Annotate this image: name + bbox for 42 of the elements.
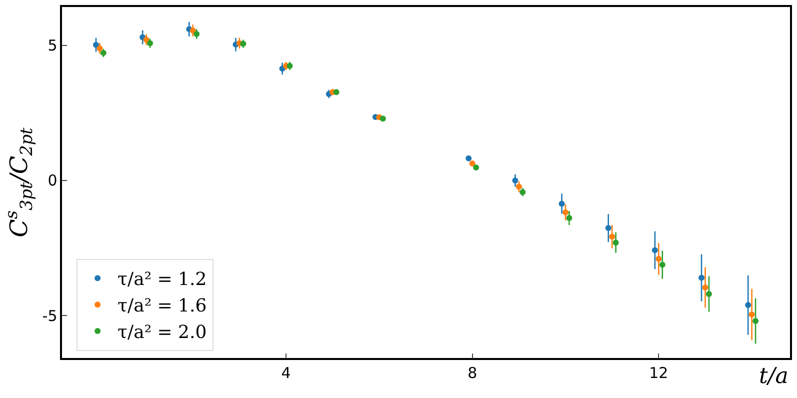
point [605,225,612,232]
y-tick-label: -5 [42,306,58,325]
point [748,312,755,318]
point [473,164,480,170]
point [96,45,103,52]
legend-label: τ/a² = 1.2 [118,269,207,290]
point [706,290,712,297]
point [659,262,666,268]
point [286,62,293,69]
point [558,200,565,207]
point [100,50,106,56]
point [745,302,752,308]
point [702,284,708,290]
point [93,42,99,48]
point [143,36,150,43]
x-axis-title: t/a [759,364,788,389]
legend-label: τ/a² = 2.0 [118,322,207,343]
y-tick-label: 0 [48,172,58,190]
point [566,215,572,222]
point [240,40,246,47]
y-tick-label: 5 [48,36,58,55]
point [562,209,568,216]
point [194,31,200,38]
point [469,160,476,166]
point [516,184,522,190]
legend-label: τ/a² = 1.6 [118,296,207,317]
point [190,28,196,34]
point [609,234,616,240]
point [147,40,154,46]
x-tick-label: 4 [281,364,291,382]
point [466,155,472,162]
point [698,274,704,281]
x-tick-label: 8 [468,364,478,382]
point [380,116,386,122]
x-tick-label: 12 [649,364,668,382]
point [652,247,658,254]
point [333,89,340,96]
point [612,240,619,246]
point [752,318,759,324]
point [512,177,518,184]
point [656,256,662,262]
point [520,189,526,196]
